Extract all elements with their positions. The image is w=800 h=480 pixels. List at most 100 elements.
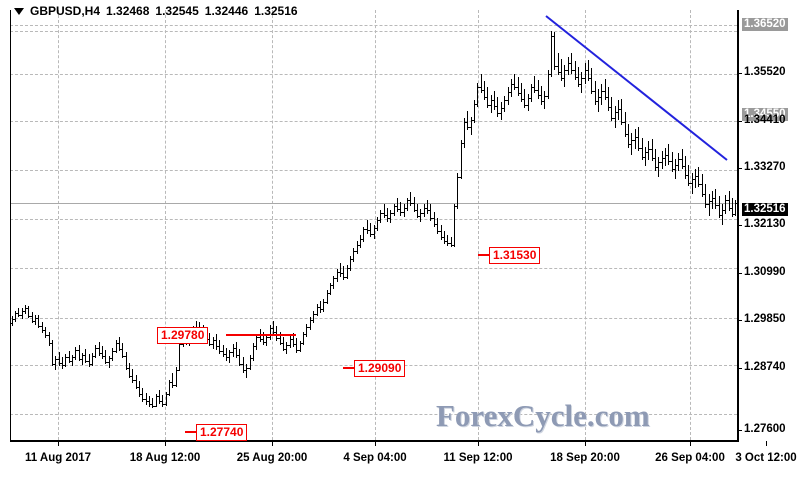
ohlc-bar bbox=[166, 391, 167, 407]
time-axis-tick-3 bbox=[375, 441, 376, 446]
ohlc-open-tick bbox=[710, 200, 712, 202]
chart-header: GBPUSD,H4 1.32468 1.32545 1.32446 1.3251… bbox=[14, 3, 298, 19]
ohlc-open-tick bbox=[30, 315, 32, 317]
ohlc-bar bbox=[65, 354, 66, 368]
ohlc-bar bbox=[317, 304, 318, 317]
ohlc-open-tick bbox=[87, 360, 89, 362]
ohlc-open-tick bbox=[539, 95, 541, 97]
ohlc-open-tick bbox=[177, 369, 179, 371]
price-axis-tick-4 bbox=[737, 168, 742, 169]
annotation-low-1-27740[interactable]: 1.27740 bbox=[196, 424, 248, 441]
ohlc-open-tick bbox=[261, 338, 263, 340]
ohlc-bar bbox=[62, 356, 63, 369]
ohlc-open-tick bbox=[676, 164, 678, 166]
ohlc-open-tick bbox=[455, 206, 457, 208]
ohlc-bar bbox=[179, 341, 180, 372]
ohlc-bar bbox=[109, 355, 110, 368]
ohlc-open-tick bbox=[348, 268, 350, 269]
ohlc-bar bbox=[484, 80, 485, 101]
time-axis-label-3: 4 Sep 04:00 bbox=[343, 452, 407, 464]
ohlc-bar bbox=[491, 95, 492, 114]
annotation-low-1-27740-leader bbox=[185, 431, 198, 433]
ohlc-open-tick bbox=[435, 224, 437, 226]
ohlc-open-tick bbox=[331, 285, 333, 287]
ohlc-open-tick bbox=[114, 350, 116, 352]
price-axis-label-6: 1.32130 bbox=[744, 218, 786, 230]
time-axis-label-0: 11 Aug 2017 bbox=[24, 452, 92, 464]
ohlc-bar bbox=[256, 334, 257, 350]
ohlc-open-tick bbox=[264, 342, 266, 343]
ohlc-open-tick bbox=[244, 370, 246, 372]
time-axis-label-4: 11 Sep 12:00 bbox=[443, 452, 513, 464]
ohlc-open-tick bbox=[338, 272, 340, 274]
ohlc-bar bbox=[22, 308, 23, 320]
ohlc-bar bbox=[323, 299, 324, 312]
ohlc-open: 1.32468 bbox=[106, 4, 150, 18]
ohlc-open-tick bbox=[53, 363, 55, 365]
ohlc-open-tick bbox=[120, 348, 122, 350]
ohlc-open-tick bbox=[157, 396, 159, 398]
ohlc-open-tick bbox=[378, 219, 380, 221]
ohlc-open-tick bbox=[512, 84, 514, 85]
ohlc-open-tick bbox=[526, 104, 528, 106]
ohlc-open-tick bbox=[733, 213, 735, 215]
ohlc-bar bbox=[276, 325, 277, 342]
ohlc-open-tick bbox=[77, 349, 79, 351]
ohlc-bar bbox=[233, 343, 234, 357]
ohlc-open-tick bbox=[629, 144, 631, 146]
ohlc-bar bbox=[615, 105, 616, 128]
ohlc-open-tick bbox=[700, 183, 702, 185]
ohlc-open-tick bbox=[248, 367, 250, 369]
ohlc-bar bbox=[213, 336, 214, 349]
ohlc-bar bbox=[226, 348, 227, 361]
ohlc-open-tick bbox=[412, 202, 414, 204]
ohlc-open-tick bbox=[522, 98, 524, 100]
ohlc-open-tick bbox=[33, 320, 35, 322]
ohlc-open-tick bbox=[593, 90, 595, 92]
ohlc-open-tick bbox=[660, 162, 662, 164]
ohlc-bar bbox=[585, 63, 586, 84]
ohlc-open-tick bbox=[586, 70, 588, 72]
caret-down-icon[interactable] bbox=[14, 7, 24, 15]
ohlc-open-tick bbox=[341, 273, 343, 275]
time-axis-line bbox=[10, 440, 739, 442]
ohlc-bar bbox=[273, 320, 274, 336]
ohlc-bar bbox=[441, 225, 442, 240]
ohlc-bar bbox=[481, 73, 482, 94]
ohlc-bar bbox=[152, 397, 153, 409]
ohlc-open-tick bbox=[623, 121, 625, 123]
ohlc-bar bbox=[454, 203, 455, 247]
gridline-h-6 bbox=[10, 121, 737, 123]
annotation-low-1-29090[interactable]: 1.29090 bbox=[354, 360, 406, 377]
ohlc-open-tick bbox=[251, 358, 253, 360]
price-axis-label-8: 1.29850 bbox=[744, 313, 786, 325]
ohlc-open-tick bbox=[311, 319, 313, 321]
ohlc-bar bbox=[410, 192, 411, 207]
ohlc-bar bbox=[28, 305, 29, 318]
time-axis-tick-7 bbox=[766, 441, 767, 446]
ohlc-bar bbox=[400, 201, 401, 216]
ohlc-bar bbox=[377, 217, 378, 232]
ohlc-open-tick bbox=[358, 244, 360, 246]
ohlc-open-tick bbox=[606, 96, 608, 98]
ohlc-bar bbox=[487, 87, 488, 108]
ohlc-bar bbox=[732, 198, 733, 218]
ohlc-open-tick bbox=[70, 360, 72, 362]
annotation-high-1-29780-leader bbox=[226, 334, 296, 336]
ohlc-open-tick bbox=[80, 359, 82, 361]
annotation-high-1-29780[interactable]: 1.29780 bbox=[157, 327, 209, 344]
ohlc-open-tick bbox=[707, 204, 709, 206]
ohlc-open-tick bbox=[73, 357, 75, 359]
ohlc-open-tick bbox=[301, 342, 303, 344]
ohlc-open-tick bbox=[274, 331, 276, 333]
ohlc-open-tick bbox=[36, 317, 38, 319]
ohlc-bar bbox=[551, 30, 552, 77]
ohlc-open-tick bbox=[566, 70, 568, 72]
price-axis-label-4: 1.33270 bbox=[744, 161, 786, 173]
ohlc-close-tick bbox=[736, 202, 737, 204]
ohlc-open-tick bbox=[686, 175, 688, 177]
ohlc-bar bbox=[129, 362, 130, 379]
annotation-low-1-31530[interactable]: 1.31530 bbox=[489, 247, 541, 264]
ohlc-open-tick bbox=[294, 343, 296, 345]
ohlc-open-tick bbox=[693, 179, 695, 181]
